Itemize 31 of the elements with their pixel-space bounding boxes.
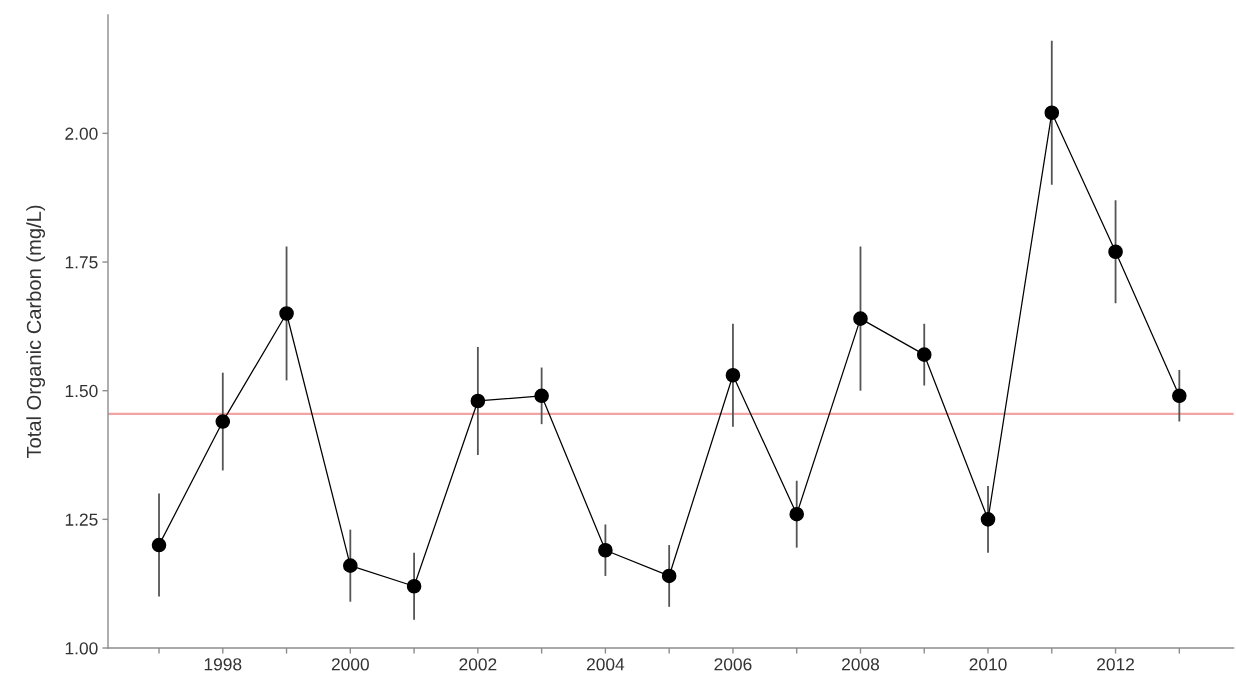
point: [916, 347, 932, 362]
point: [215, 414, 231, 429]
x-tick-label: 2012: [1097, 658, 1134, 671]
x-tick-label: 2000: [331, 658, 369, 671]
x-tick-label: 2006: [714, 658, 752, 671]
y-tick-label: 2.00: [65, 127, 98, 140]
point: [853, 311, 868, 326]
point: [661, 568, 677, 584]
point: [343, 558, 358, 573]
x-tick-label: 2004: [586, 658, 625, 671]
point: [151, 537, 167, 553]
x-tick-label: 2010: [969, 658, 1007, 671]
point: [789, 506, 805, 522]
point: [1172, 388, 1187, 404]
point: [980, 512, 996, 527]
point: [534, 388, 549, 404]
y-axis-title: Total Organic Carbon (mg/L): [26, 205, 46, 459]
y-tick-label: 1.00: [65, 642, 98, 655]
x-tick-label: 2002: [459, 658, 497, 671]
point: [279, 306, 294, 321]
point: [406, 578, 422, 594]
y-tick-label: 1.25: [65, 513, 98, 526]
point: [470, 393, 486, 409]
y-tick-label: 1.50: [65, 384, 98, 398]
x-tick-label: 1998: [204, 658, 242, 671]
point: [598, 542, 613, 558]
y-tick-label: 1.75: [65, 256, 98, 269]
point: [1108, 244, 1123, 260]
x-tick-label: 2008: [842, 658, 880, 671]
point: [725, 367, 741, 383]
point: [1044, 105, 1060, 121]
